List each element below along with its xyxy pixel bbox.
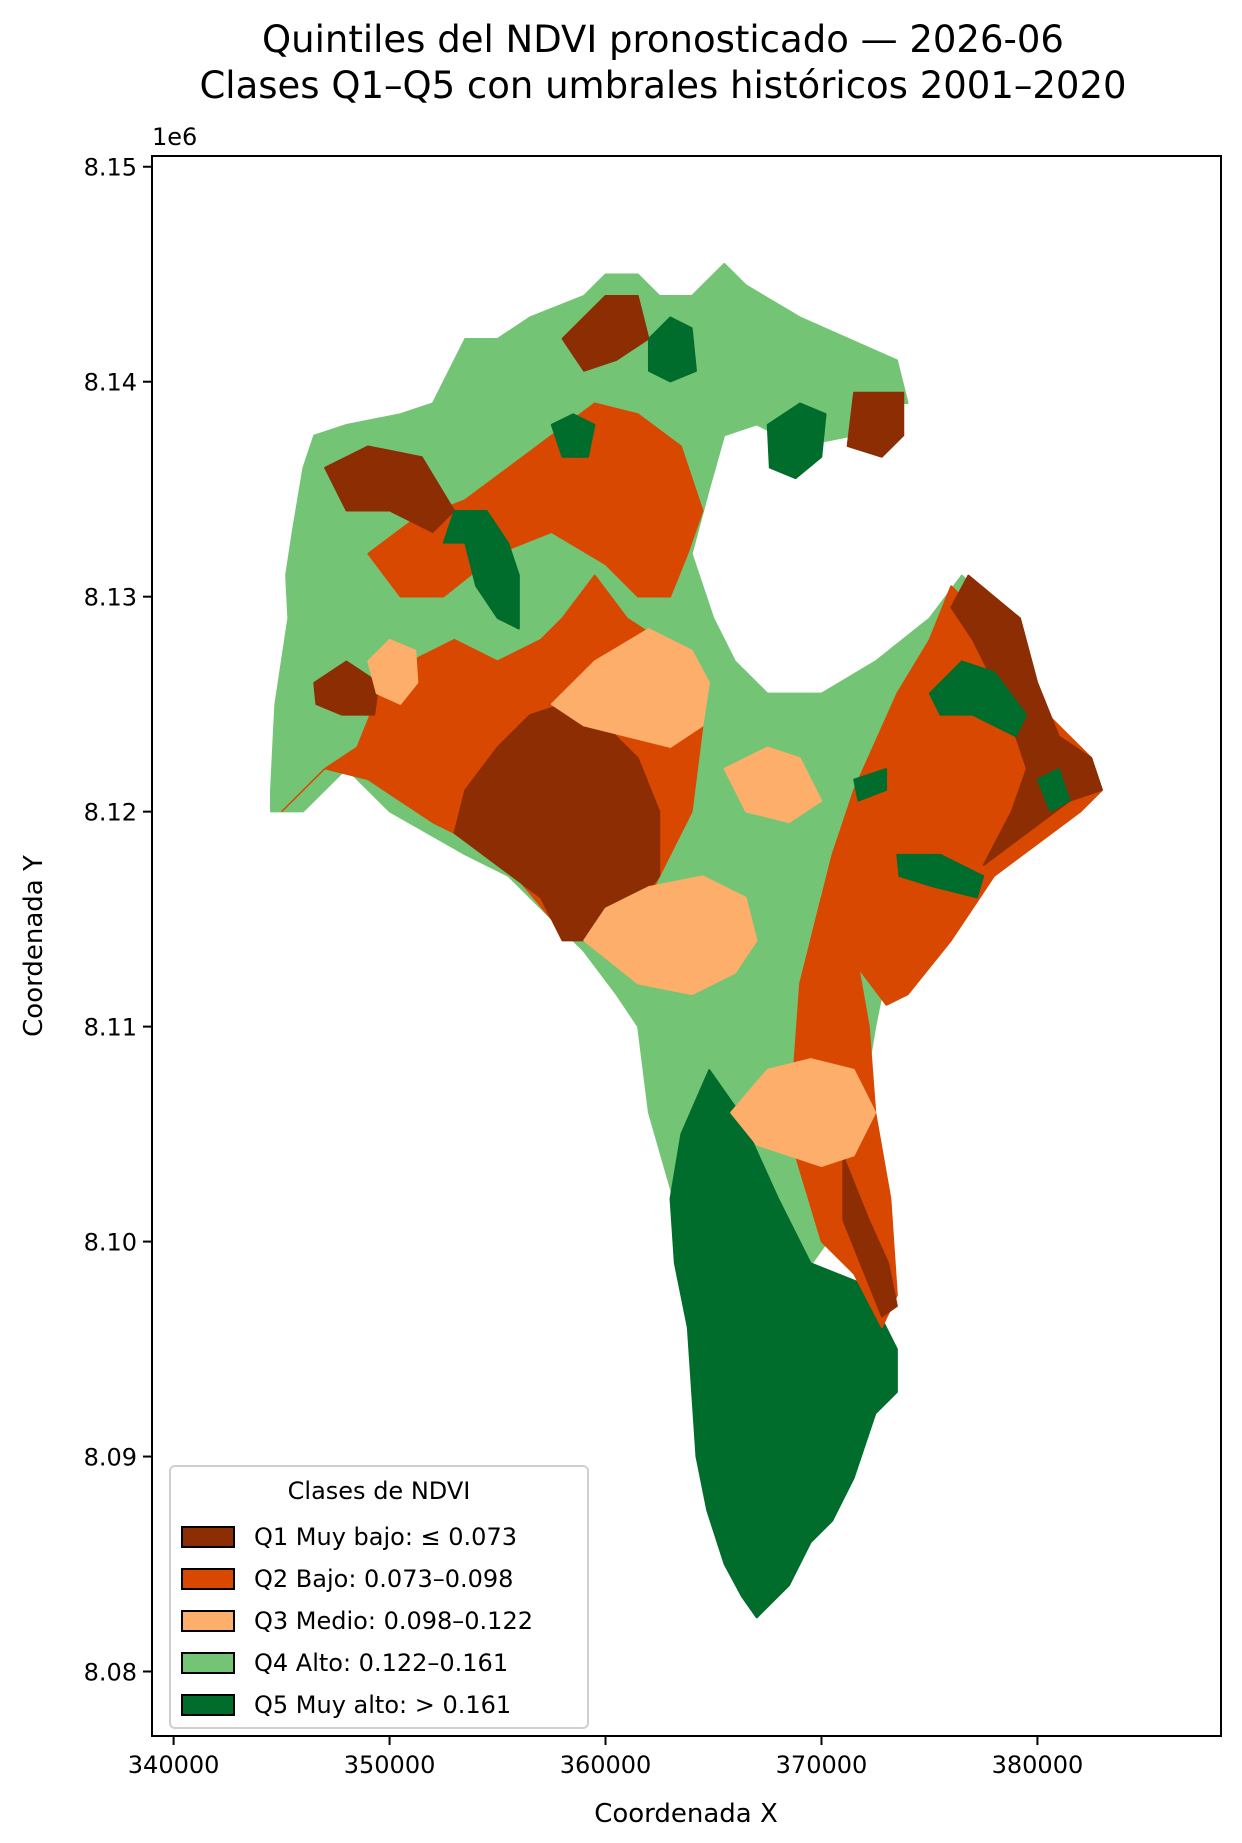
x-tick-label: 350000 [344,1751,436,1779]
map-region-q1-12 [313,660,380,716]
map-region-q1-7 [324,445,455,533]
y-axis-title: Coordenada Y [19,855,49,1037]
x-tick-label: 370000 [776,1751,868,1779]
legend-item-q4: Q4 Alto: 0.122–0.161 [181,1648,508,1678]
plot-area-frame [151,155,1222,1737]
legend-label-q5: Q5 Muy alto: > 0.161 [254,1691,512,1719]
legend-swatch-q1 [181,1526,235,1548]
map-region-q5-22 [928,660,1028,738]
legend-swatch-q3 [181,1610,235,1632]
x-axis: 340000 350000 360000 370000 380000 [128,1736,1083,1779]
chart-subtitle: Clases Q1–Q5 con umbrales históricos 200… [199,64,1127,107]
x-tick-label: 360000 [560,1751,652,1779]
y-tick-label: 8.11 [84,1014,137,1042]
map-region-q3-13 [550,628,710,748]
map-region-q3-14 [583,875,758,996]
map-region-q1-9 [846,391,905,458]
legend-label-q3: Q3 Medio: 0.098–0.122 [254,1607,533,1635]
map-region-q5-23 [853,767,888,802]
map-region-q5-21 [766,402,827,480]
map-raster-layer [270,262,1103,1619]
x-tick-label: 340000 [128,1751,220,1779]
map-region-q5-24 [896,853,985,899]
legend-swatch-q5 [181,1694,235,1716]
y-tick-label: 8.14 [84,369,137,397]
map-region-q3-17 [723,746,823,824]
x-tick-label: 380000 [992,1751,1084,1779]
map-region-q3-15 [730,1058,877,1168]
chart-title: Quintiles del NDVI pronosticado — 2026-0… [262,18,1064,61]
y-tick-label: 8.09 [84,1444,137,1472]
map-region-q5-19 [550,413,596,458]
y-axis: 8.08 8.09 8.10 8.11 8.12 8.13 8.14 8.15 [84,154,152,1687]
legend-label-q1: Q1 Muy bajo: ≤ 0.073 [254,1523,517,1551]
legend-swatch-q2 [181,1568,235,1590]
map-region-q1-11 [842,1155,898,1318]
legend-item-q3: Q3 Medio: 0.098–0.122 [181,1606,533,1636]
legend-item-q1: Q1 Muy bajo: ≤ 0.073 [181,1522,517,1552]
map-region-q5-25 [1036,768,1071,813]
map-region-q5-1 [669,1069,898,1619]
legend-item-q2: Q2 Bajo: 0.073–0.098 [181,1564,513,1594]
map-region-q1-6 [453,703,661,942]
map-region-q5-20 [647,316,697,383]
map-region-q3-16 [367,639,419,705]
legend-label-q4: Q4 Alto: 0.122–0.161 [254,1649,509,1677]
y-tick-label: 8.10 [84,1229,137,1257]
map-region-q5-18 [442,509,520,630]
x-axis-title: Coordenada X [594,1799,778,1829]
legend: Clases de NDVI Q1 Muy bajo: ≤ 0.073 Q2 B… [169,1465,589,1729]
legend-swatch-q4 [181,1652,235,1674]
y-tick-label: 8.13 [84,584,137,612]
y-tick-label: 8.08 [84,1659,137,1687]
y-offset-label: 1e6 [152,123,197,151]
legend-label-q2: Q2 Bajo: 0.073–0.098 [254,1565,514,1593]
y-tick-label: 8.12 [84,799,137,827]
legend-item-q5: Q5 Muy alto: > 0.161 [181,1690,511,1720]
y-tick-label: 8.15 [84,154,137,182]
legend-title: Clases de NDVI [287,1477,471,1505]
